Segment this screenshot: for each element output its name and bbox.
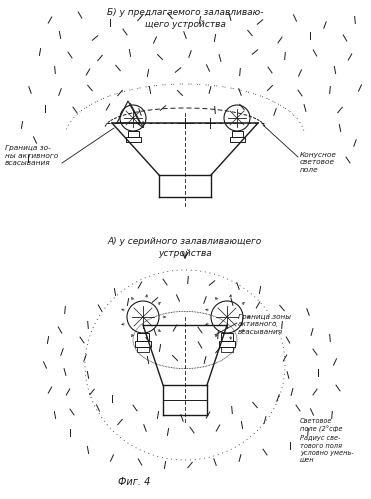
Text: Радиус све-
тового поля
условно умень-
шен: Радиус све- тового поля условно умень- ш… xyxy=(300,435,354,464)
Bar xyxy=(137,333,149,341)
Text: Световое
поле (2°сфе: Световое поле (2°сфе xyxy=(300,418,342,433)
Bar xyxy=(128,131,139,137)
Bar xyxy=(137,347,149,352)
Text: Граница зо-
ны активного
всасывания: Граница зо- ны активного всасывания xyxy=(5,145,58,166)
Bar xyxy=(221,347,233,352)
Text: Б) у предлагаемого залавливаю-
щего устройства: Б) у предлагаемого залавливаю- щего устр… xyxy=(107,8,263,29)
Bar xyxy=(230,137,245,142)
Bar xyxy=(126,137,141,142)
Bar xyxy=(232,131,243,137)
Bar xyxy=(135,341,151,347)
Text: Конусное
световое
поле: Конусное световое поле xyxy=(300,152,337,173)
Bar xyxy=(221,333,233,341)
Bar xyxy=(219,341,235,347)
Text: Граница зоны
активного
всасывания: Граница зоны активного всасывания xyxy=(238,314,291,335)
Text: А) у серийного залавливающего
устройства: А) у серийного залавливающего устройства xyxy=(108,237,262,258)
Text: Фиг. 4: Фиг. 4 xyxy=(118,477,150,487)
